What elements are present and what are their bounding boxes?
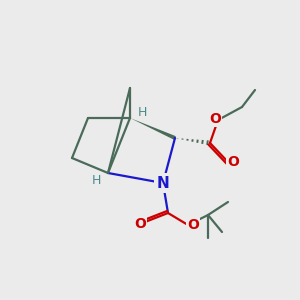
Text: O: O <box>227 155 239 169</box>
Text: H: H <box>91 173 101 187</box>
Text: O: O <box>134 217 146 231</box>
Polygon shape <box>130 118 176 140</box>
Text: O: O <box>187 218 199 232</box>
Text: N: N <box>157 176 169 190</box>
Text: H: H <box>137 106 147 119</box>
Text: O: O <box>209 112 221 126</box>
